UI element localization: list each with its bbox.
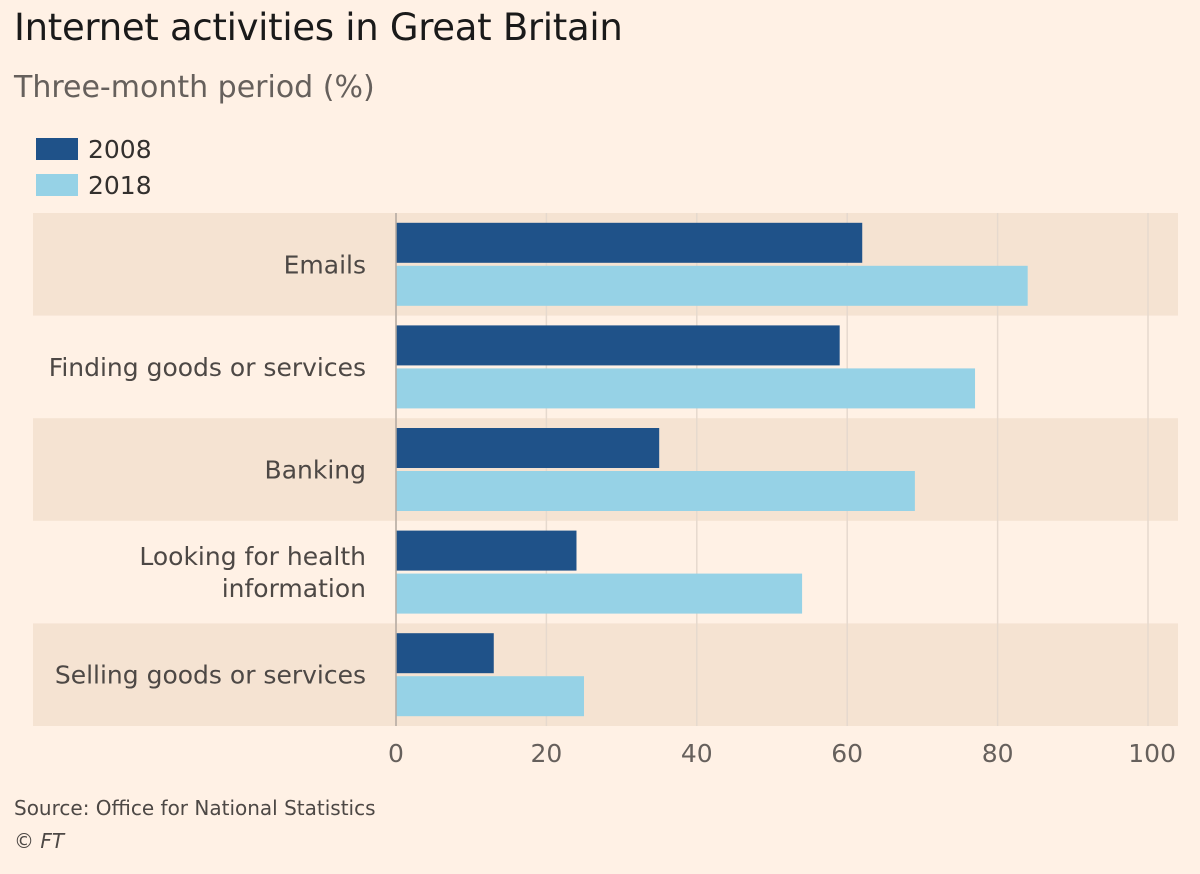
bar-2008 (396, 222, 863, 263)
chart-title: Internet activities in Great Britain (14, 6, 623, 49)
legend-label-2018: 2018 (88, 170, 152, 200)
source-note: Source: Office for National Statistics (14, 796, 376, 820)
category-label: Finding goods or services (49, 353, 366, 382)
x-tick-label: 40 (681, 739, 713, 768)
bar-2018 (396, 265, 1028, 306)
legend-swatch-2018 (36, 174, 78, 196)
category-label: Emails (284, 250, 366, 279)
bar-2018 (396, 573, 803, 614)
x-tick-label: 100 (1128, 739, 1176, 768)
bar-2008 (396, 530, 577, 571)
copyright-note: © FT (14, 829, 65, 853)
legend: 2008 2018 (36, 131, 152, 203)
category-label: Selling goods or services (55, 661, 366, 690)
category-label: Looking for health information (139, 542, 366, 603)
x-tick-label: 60 (831, 739, 863, 768)
bar-2018 (396, 676, 584, 717)
bar-2008 (396, 325, 840, 366)
legend-item-2018: 2018 (36, 167, 152, 203)
bar-2008 (396, 428, 660, 468)
bar-2008 (396, 633, 494, 674)
legend-label-2008: 2008 (88, 134, 152, 164)
bar-2018 (396, 368, 976, 409)
legend-swatch-2008 (36, 138, 78, 160)
bar-chart: Emails Finding goods or services Banking Lo… (33, 213, 1178, 768)
x-tick-label: 20 (530, 739, 562, 768)
category-label: Banking (265, 456, 366, 485)
x-tick-label: 0 (388, 739, 404, 768)
bar-2018 (396, 471, 915, 511)
x-tick-label: 80 (982, 739, 1014, 768)
legend-item-2008: 2008 (36, 131, 152, 167)
row-band (33, 623, 1178, 726)
chart-subtitle: Three-month period (%) (14, 70, 375, 105)
